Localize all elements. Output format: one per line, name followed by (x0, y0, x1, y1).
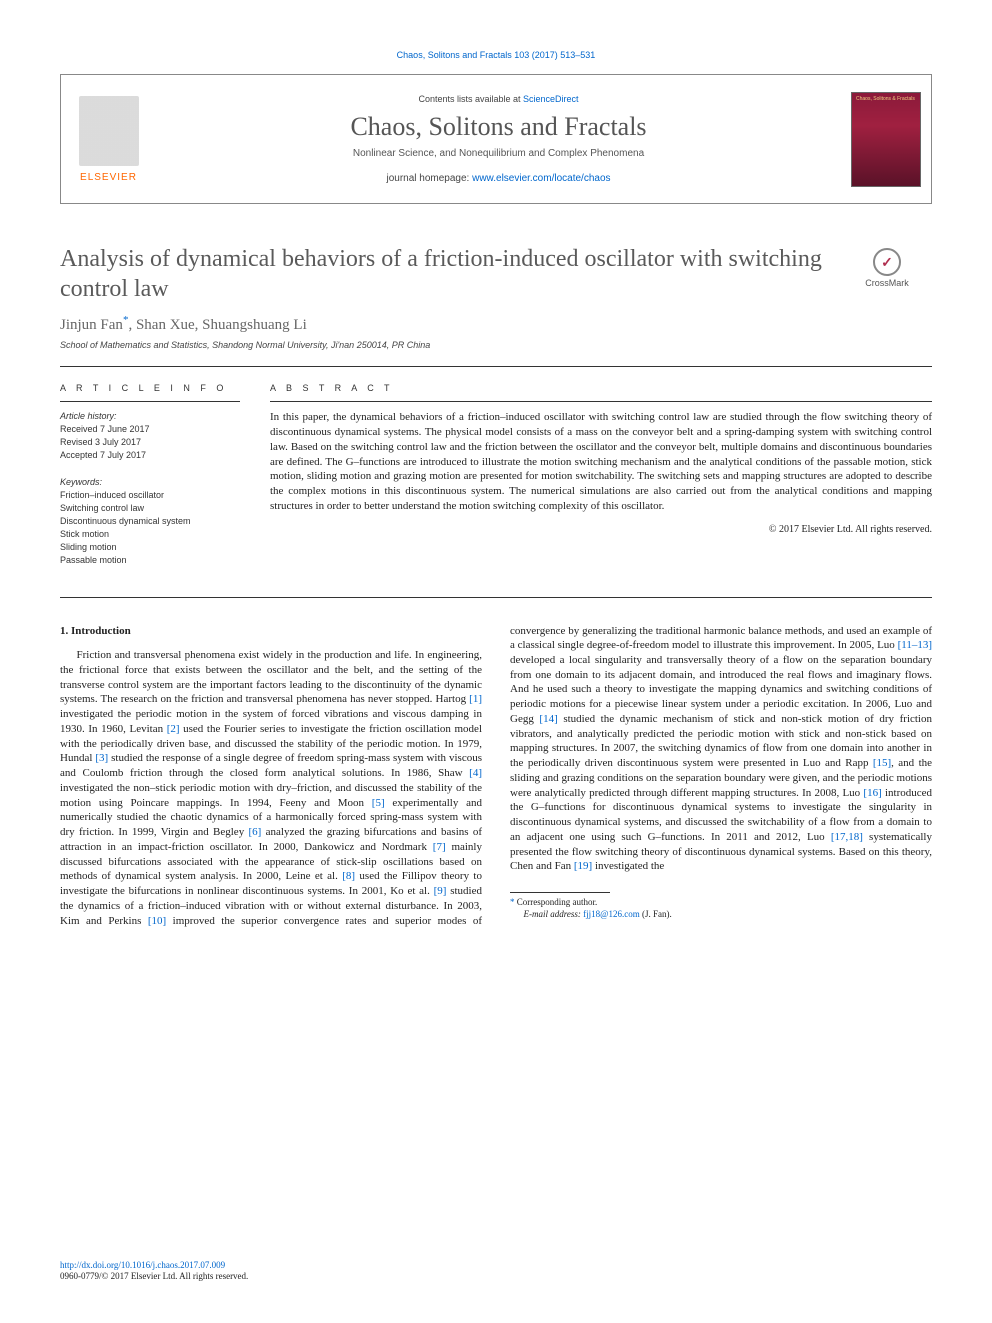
citation-ref[interactable]: [10] (148, 915, 166, 927)
citation-ref[interactable]: [6] (249, 826, 262, 838)
journal-cover: Chaos, Solitons & Fractals (841, 75, 931, 203)
citation-ref[interactable]: [5] (372, 797, 385, 809)
citation-ref[interactable]: [3] (95, 752, 108, 764)
footnote-star-icon: * (510, 897, 517, 907)
citation-ref[interactable]: [2] (167, 723, 180, 735)
citation-ref[interactable]: [4] (469, 767, 482, 779)
citation-ref[interactable]: [8] (342, 870, 355, 882)
keywords-heading: Keywords: (60, 476, 240, 488)
issn-copyright: 0960-0779/© 2017 Elsevier Ltd. All right… (60, 1271, 248, 1281)
footnote-separator (510, 892, 610, 893)
abstract-heading: A B S T R A C T (270, 383, 932, 393)
article-info-column: A R T I C L E I N F O Article history: R… (60, 383, 240, 581)
email-footnote: E-mail address: fjj18@126.com (J. Fan). (510, 909, 932, 921)
elsevier-tree-icon (79, 96, 139, 166)
abstract-copyright: © 2017 Elsevier Ltd. All rights reserved… (270, 524, 932, 535)
footnote-corr: Corresponding author. (517, 897, 598, 907)
citation-ref[interactable]: [9] (434, 885, 447, 897)
contents-available-line: Contents lists available at ScienceDirec… (156, 94, 841, 104)
top-citation-link[interactable]: Chaos, Solitons and Fractals 103 (2017) … (60, 50, 932, 60)
article-title: Analysis of dynamical behaviors of a fri… (60, 244, 822, 304)
citation-ref[interactable]: [16] (863, 787, 881, 799)
header-center: Contents lists available at ScienceDirec… (156, 75, 841, 203)
keyword-6: Passable motion (60, 554, 240, 566)
citation-ref[interactable]: [19] (574, 860, 592, 872)
crossmark-badge[interactable]: CrossMark (842, 248, 932, 288)
article-history: Article history: Received 7 June 2017 Re… (60, 410, 240, 462)
journal-header: ELSEVIER Contents lists available at Sci… (60, 74, 932, 204)
page-footer: http://dx.doi.org/10.1016/j.chaos.2017.0… (60, 1260, 248, 1283)
body-columns: 1. Introduction Friction and transversal… (60, 624, 932, 929)
sciencedirect-link[interactable]: ScienceDirect (523, 94, 579, 104)
section-1-heading: 1. Introduction (60, 624, 482, 639)
citation-ref[interactable]: [14] (539, 713, 557, 725)
corresponding-footnote: * Corresponding author. (510, 897, 932, 909)
contents-prefix: Contents lists available at (418, 94, 523, 104)
info-rule (60, 401, 240, 402)
intro-paragraph: Friction and transversal phenomena exist… (60, 624, 932, 929)
crossmark-label: CrossMark (865, 278, 909, 288)
citation-ref[interactable]: [7] (433, 841, 446, 853)
authors-rest: , Shan Xue, Shuangshuang Li (128, 317, 306, 333)
journal-name: Chaos, Solitons and Fractals (156, 112, 841, 142)
elsevier-logo: ELSEVIER (61, 75, 156, 203)
rule-bottom (60, 597, 932, 598)
meta-abstract-row: A R T I C L E I N F O Article history: R… (60, 367, 932, 597)
author-1: Jinjun Fan (60, 317, 123, 333)
journal-subtitle: Nonlinear Science, and Nonequilibrium an… (156, 148, 841, 159)
keyword-2: Switching control law (60, 502, 240, 514)
crossmark-icon (873, 248, 901, 276)
keyword-5: Sliding motion (60, 541, 240, 553)
journal-cover-image: Chaos, Solitons & Fractals (851, 92, 921, 187)
email-link[interactable]: fjj18@126.com (583, 909, 640, 919)
journal-homepage-line: journal homepage: www.elsevier.com/locat… (156, 173, 841, 184)
doi-link[interactable]: http://dx.doi.org/10.1016/j.chaos.2017.0… (60, 1260, 225, 1270)
abstract-rule (270, 401, 932, 402)
homepage-prefix: journal homepage: (386, 173, 472, 184)
keyword-4: Stick motion (60, 528, 240, 540)
history-heading: Article history: (60, 410, 240, 422)
citation-ref[interactable]: [15] (873, 757, 891, 769)
email-label: E-mail address: (524, 909, 584, 919)
citation-ref[interactable]: [17,18] (831, 831, 863, 843)
history-received: Received 7 June 2017 (60, 423, 240, 435)
keyword-1: Friction–induced oscillator (60, 489, 240, 501)
history-accepted: Accepted 7 July 2017 (60, 449, 240, 461)
keywords-block: Keywords: Friction–induced oscillator Sw… (60, 476, 240, 567)
homepage-link[interactable]: www.elsevier.com/locate/chaos (472, 173, 610, 184)
cover-text: Chaos, Solitons & Fractals (856, 97, 916, 103)
abstract-text: In this paper, the dynamical behaviors o… (270, 410, 932, 514)
affiliation: School of Mathematics and Statistics, Sh… (60, 340, 932, 350)
abstract-column: A B S T R A C T In this paper, the dynam… (270, 383, 932, 581)
article-info-heading: A R T I C L E I N F O (60, 383, 240, 393)
history-revised: Revised 3 July 2017 (60, 436, 240, 448)
authors: Jinjun Fan*, Shan Xue, Shuangshuang Li (60, 314, 932, 334)
citation-ref[interactable]: [11–13] (898, 639, 932, 651)
email-who: (J. Fan). (640, 909, 672, 919)
elsevier-wordmark: ELSEVIER (80, 172, 137, 183)
keyword-3: Discontinuous dynamical system (60, 515, 240, 527)
citation-ref[interactable]: [1] (469, 693, 482, 705)
